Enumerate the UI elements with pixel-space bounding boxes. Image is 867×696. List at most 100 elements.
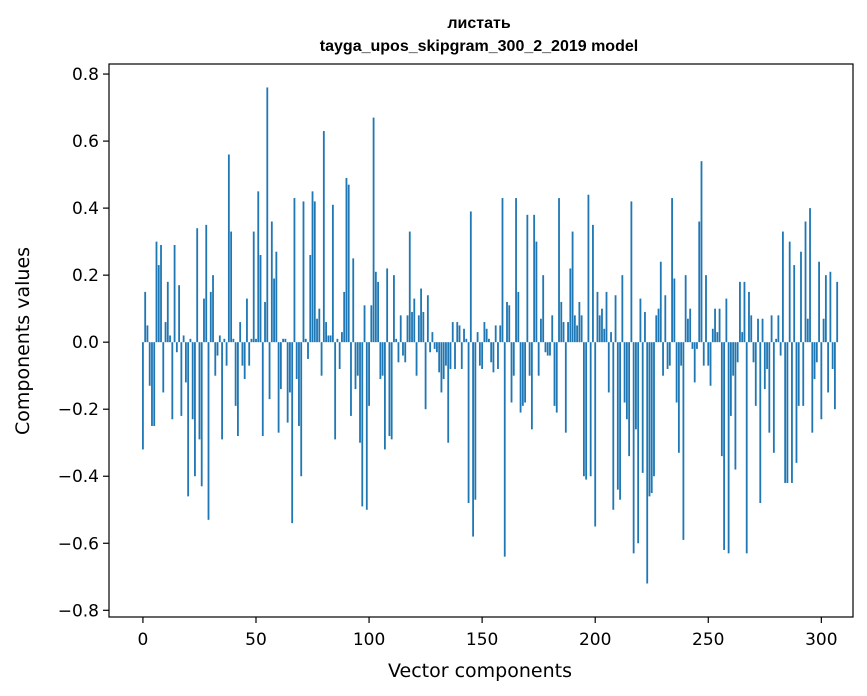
bar [422,312,425,343]
bar [194,342,196,477]
bar [610,332,612,343]
bar [788,241,791,343]
bar [268,342,271,400]
bar [298,342,300,426]
bar [399,315,402,343]
bar [696,342,698,349]
bar [682,342,685,540]
bar [664,295,667,343]
bar [284,338,287,343]
bar [594,342,597,527]
bar [368,342,370,406]
bar [209,291,212,343]
bar [497,342,499,369]
bar [160,244,162,343]
bar [592,224,594,343]
bar [261,342,264,437]
bar [404,342,407,363]
bar [325,322,327,343]
bar [162,342,165,393]
bar [436,342,438,353]
bar [492,342,495,373]
bar [576,325,579,343]
bar [820,342,823,420]
bar [815,342,818,363]
bar [630,201,633,343]
bar [671,198,673,343]
bar [508,305,511,343]
bar [234,342,237,406]
bar [336,338,339,343]
bar [535,241,538,343]
bar [431,332,434,343]
bar [157,265,160,343]
x-tick-label: 250 [692,630,724,650]
bar [542,275,545,343]
bar [302,201,305,343]
x-tick-label: 200 [579,630,611,650]
bar [481,342,484,369]
bar [352,258,355,343]
bar [768,342,771,433]
bar [293,198,296,343]
bar [465,338,468,343]
bar [191,342,194,420]
bar [605,291,608,343]
bar [478,342,481,366]
bar [544,342,547,353]
bar [736,342,739,363]
bar [571,231,574,343]
bar [239,322,242,343]
bar [169,335,171,343]
bar [537,342,540,376]
bar [178,285,181,343]
bar [225,342,228,366]
bar [250,338,253,343]
bar [698,221,701,343]
bar [483,322,486,343]
bar [673,278,676,343]
bars-group [142,87,839,584]
bar [300,342,303,477]
bar [573,315,576,343]
bar [560,301,563,343]
bar [252,231,255,343]
x-axis-ticks: 0 50 100 150 200 250 300 [138,617,838,650]
bar [230,231,233,343]
y-tick-label: 0.0 [72,333,99,353]
bar [659,261,662,343]
bar [449,342,452,369]
bar [754,342,757,406]
bar [725,298,728,343]
bar [793,265,796,343]
y-tick-label: −0.6 [58,534,99,554]
bar [689,308,692,343]
bar [189,338,192,343]
bar [745,342,748,554]
bar [519,342,522,413]
bar [289,342,291,393]
bar [393,275,395,343]
bar [761,318,764,343]
bar [345,177,348,343]
bar [467,342,470,504]
bar [390,342,393,440]
bar [200,342,203,487]
bar [811,342,814,433]
bar [564,342,567,433]
bar [338,342,341,369]
bar [648,342,651,497]
bar [151,342,153,426]
bar [275,251,278,343]
bar [402,342,404,356]
bar [716,332,719,343]
y-tick-label: −0.4 [58,467,99,487]
bar [232,338,235,343]
bar [741,332,744,343]
bar [772,342,775,453]
bar [646,342,649,584]
bar [829,271,832,343]
bar [589,342,592,477]
bar [144,291,147,343]
bar [313,201,316,343]
